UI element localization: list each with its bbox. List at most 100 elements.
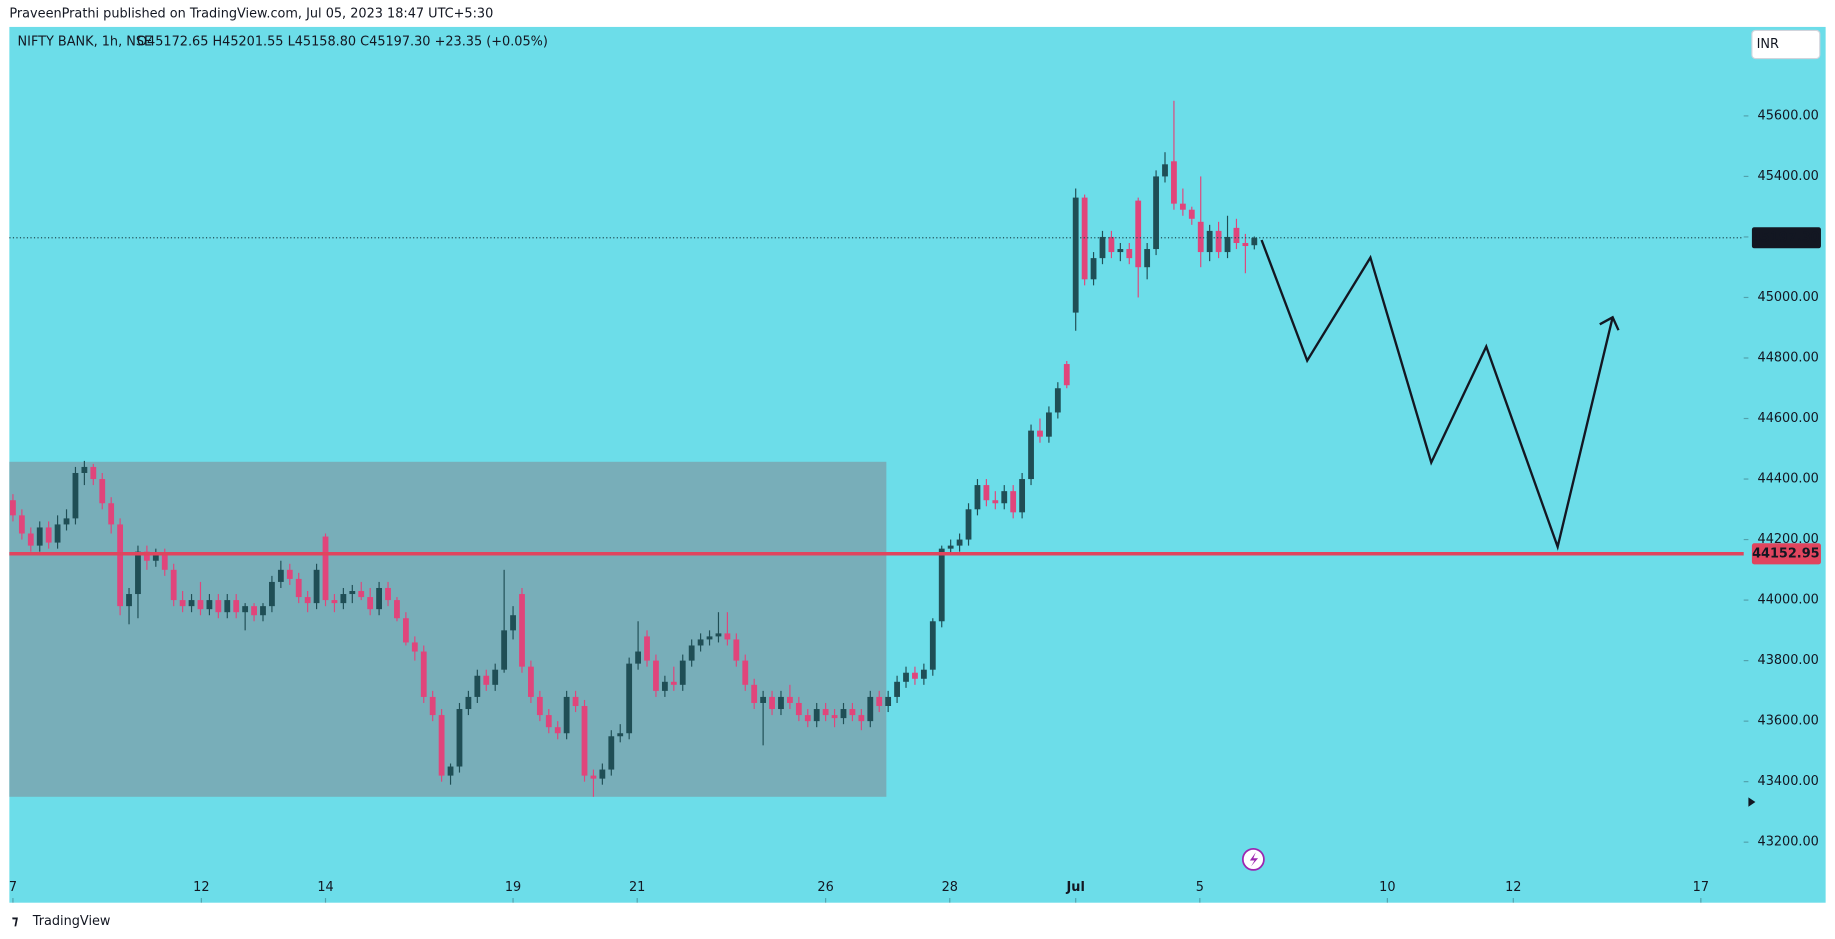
x-tick-label: 26: [817, 880, 833, 895]
candle-body: [501, 630, 508, 670]
candle-body: [394, 600, 400, 619]
y-tick-label: 44000.00: [1758, 593, 1819, 608]
candle-body: [795, 702, 802, 716]
candle-body: [1028, 430, 1034, 480]
candle-body: [1010, 491, 1017, 513]
x-tick-label: Jul: [1066, 880, 1085, 895]
candle-body: [492, 669, 499, 685]
candle-body: [912, 672, 918, 679]
candle-body: [1188, 209, 1195, 219]
candle-body: [831, 715, 838, 719]
candle-body: [947, 545, 954, 549]
event-icon-bolt: [1249, 852, 1259, 867]
candle-body: [626, 663, 633, 734]
candle-body: [367, 597, 374, 610]
scroll-arrow[interactable]: [1748, 797, 1756, 807]
candle-body: [1072, 197, 1079, 313]
candle-body: [224, 600, 231, 613]
candle-body: [135, 551, 141, 595]
range-zone: [9, 461, 887, 797]
candle-body: [554, 727, 561, 734]
candle-body: [197, 600, 204, 610]
candle-body: [420, 651, 427, 697]
candle-body: [10, 500, 16, 516]
level-label-box: [1751, 543, 1821, 565]
candle-body: [617, 733, 624, 737]
candle-body: [54, 524, 61, 543]
candle-body: [956, 539, 963, 546]
candle-body: [715, 633, 722, 637]
candle-body: [903, 672, 909, 682]
candle-body: [1126, 249, 1133, 259]
candle-body: [1162, 164, 1168, 177]
candle-body: [81, 466, 88, 473]
currency[interactable]: INR: [1757, 37, 1779, 52]
candle-body: [661, 681, 668, 691]
x-tick-label: 10: [1379, 880, 1395, 895]
footer: TradingView: [32, 914, 111, 929]
candle-body: [1251, 237, 1258, 246]
candle-body: [1063, 364, 1070, 386]
x-tick-label: 21: [629, 880, 645, 895]
candle-body: [63, 518, 70, 525]
candle-body: [536, 696, 543, 716]
footer-logo: ⁊: [12, 914, 19, 929]
candle-body: [1135, 200, 1142, 268]
candle-body: [894, 681, 900, 697]
candle-body: [72, 472, 79, 519]
candle-body: [974, 485, 981, 510]
candle-body: [572, 696, 579, 707]
candle-body: [45, 527, 52, 543]
candle-body: [867, 696, 874, 722]
candle-body: [1197, 221, 1204, 253]
candle-body: [992, 500, 999, 504]
x-tick-label: 17: [1693, 880, 1709, 895]
candle-body: [706, 636, 713, 640]
last-price-box: [1751, 227, 1821, 249]
candle-body: [313, 569, 320, 604]
level-label: 44152.95: [1752, 546, 1820, 561]
candle-body: [653, 660, 659, 691]
candle-body: [697, 639, 704, 646]
projection-drawing: [1260, 239, 1614, 551]
x-tick-label: 28: [942, 880, 958, 895]
currency-box[interactable]: [1751, 29, 1821, 60]
y-tick-label: 43600.00: [1758, 714, 1819, 729]
candle-body: [1224, 236, 1231, 253]
candle-body: [108, 503, 115, 525]
x-tick-label: 12: [193, 880, 209, 895]
candle-body: [813, 709, 820, 722]
y-tick-label: 44400.00: [1758, 472, 1819, 487]
candle-body: [1206, 230, 1213, 253]
candle-body: [599, 769, 606, 779]
candle-body: [465, 696, 472, 710]
candle-body: [1153, 176, 1159, 250]
candle-body: [474, 675, 481, 697]
candle-body: [769, 696, 775, 710]
candle-body: [644, 636, 650, 661]
candle-body: [402, 618, 409, 643]
candle-body: [1215, 230, 1222, 253]
candle-body: [27, 533, 34, 546]
x-tick-label: 12: [1505, 880, 1521, 895]
x-tick-label: 7: [9, 880, 17, 895]
candle-body: [126, 594, 132, 607]
candle-body: [760, 696, 767, 703]
candle-body: [385, 587, 391, 601]
candle-body: [1117, 249, 1124, 253]
candle-body: [1019, 479, 1026, 513]
candle-body: [1046, 412, 1052, 437]
candle-body: [983, 485, 990, 501]
candle-body: [1090, 258, 1097, 280]
candle-body: [277, 569, 284, 582]
candle-body: [804, 715, 811, 722]
symbol: NIFTY BANK, 1h, NSE: [18, 35, 153, 50]
candle-body: [438, 715, 445, 776]
candle-body: [36, 527, 43, 546]
candle-body: [322, 536, 329, 601]
candle-body: [1037, 430, 1043, 437]
candle-body: [679, 660, 686, 685]
y-tick-label: 43400.00: [1758, 774, 1819, 789]
candle-body: [18, 515, 25, 534]
